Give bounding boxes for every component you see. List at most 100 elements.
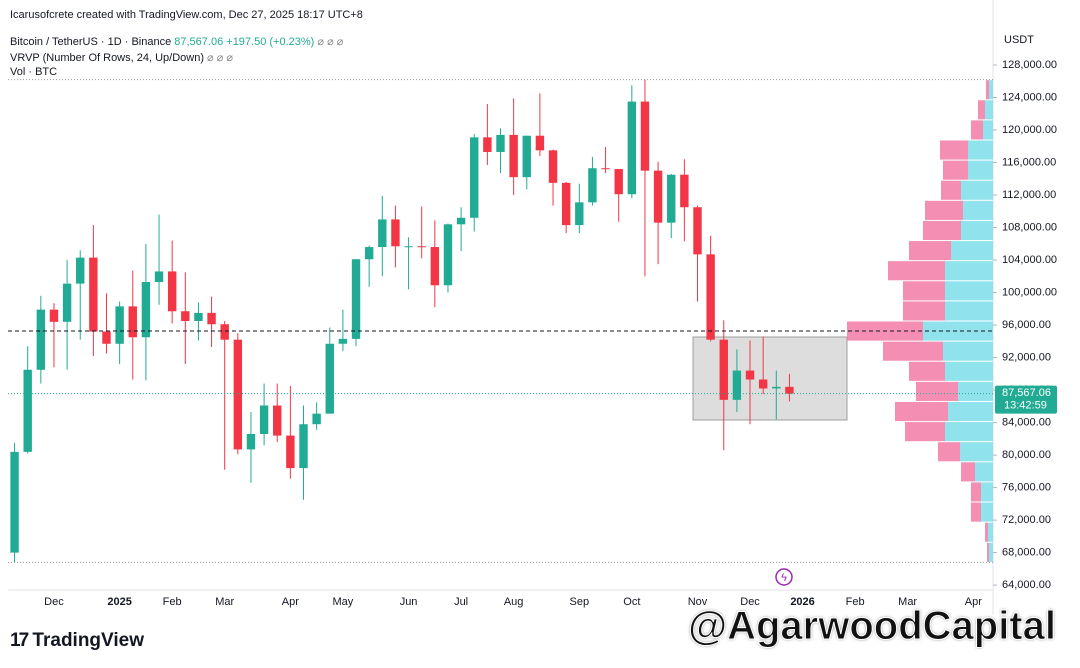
- candle-body: [653, 170, 663, 223]
- candle-body: [548, 150, 558, 183]
- candle-body: [36, 309, 46, 370]
- y-tick-label: 120,000.00: [1002, 124, 1057, 136]
- x-tick-label: Nov: [688, 596, 708, 608]
- vrvp-up: [981, 502, 993, 522]
- candle-body: [640, 101, 650, 171]
- watermark: @AgarwoodCapital: [688, 604, 1057, 649]
- vrvp-up: [945, 422, 993, 442]
- vrvp-down: [883, 341, 943, 361]
- vrvp-down: [903, 281, 945, 301]
- y-tick-label: 112,000.00: [1002, 189, 1056, 201]
- candle-body: [338, 338, 348, 344]
- x-tick-label: Apr: [282, 596, 299, 608]
- candle-body: [378, 219, 387, 248]
- candle-body: [758, 379, 768, 389]
- legend-indicator: VRVP (Number Of Rows, 24, Up/Down) ⌀ ⌀ ⌀: [10, 52, 234, 64]
- x-tick-label: Jun: [400, 596, 418, 608]
- last-price-box: [995, 385, 1057, 414]
- candle-body: [154, 271, 164, 282]
- vrvp-down: [916, 381, 958, 401]
- last-price-label: 87,567.06: [1002, 387, 1051, 399]
- x-tick-label: Apr: [965, 596, 982, 608]
- x-tick-label: Sep: [570, 596, 590, 608]
- y-tick-label: 96,000.00: [1002, 319, 1051, 331]
- vrvp-up: [945, 281, 993, 301]
- candle-body: [62, 283, 72, 322]
- vrvp-up: [951, 241, 993, 261]
- candle-body: [115, 306, 124, 344]
- vrvp-down: [895, 401, 948, 422]
- y-tick-label: 68,000.00: [1002, 547, 1051, 559]
- candle-body: [220, 324, 229, 340]
- vrvp-down: [971, 502, 981, 522]
- y-tick-label: 64,000.00: [1002, 579, 1051, 591]
- vrvp-up: [963, 200, 993, 220]
- candle-body: [483, 137, 492, 152]
- y-tick-label: 108,000.00: [1002, 221, 1057, 233]
- vrvp-up: [985, 100, 993, 120]
- candle-body: [693, 207, 702, 255]
- x-tick-label: Mar: [215, 596, 234, 608]
- vrvp-up: [975, 462, 993, 482]
- event-icon[interactable]: [775, 568, 793, 586]
- vrvp-up: [945, 361, 993, 381]
- symbol: Bitcoin / TetherUS · 1D · Binance: [10, 36, 172, 48]
- candle-body: [233, 339, 243, 450]
- x-tick-label: Feb: [163, 596, 182, 608]
- candle-body: [719, 339, 728, 400]
- chart: ϟ USDT 64,000.00 68,000.00 72,000.00 76,000…: [8, 0, 1057, 615]
- candle-body: [456, 217, 466, 225]
- candle-body: [128, 306, 137, 338]
- x-tick-label: Feb: [846, 596, 865, 608]
- vrvp-down: [971, 482, 981, 502]
- candle-body: [167, 271, 177, 312]
- vrvp-down: [943, 160, 968, 180]
- legend-volume: Vol · BTC: [10, 66, 58, 78]
- x-tick-label: Dec: [44, 596, 64, 608]
- vrvp-up: [948, 401, 993, 422]
- x-tick-label: May: [333, 596, 354, 608]
- vrvp-up: [923, 321, 993, 341]
- credit: Icarusofcrete created with TradingView.c…: [10, 9, 363, 21]
- x-tick-label: Aug: [504, 596, 524, 608]
- vrvp-up: [968, 160, 993, 180]
- vrvp-up: [960, 442, 993, 462]
- event-icon-glyph: ϟ: [781, 572, 787, 584]
- candle-body: [575, 202, 584, 226]
- vrvp-down: [940, 140, 968, 160]
- vrvp-down: [903, 301, 945, 321]
- vrvp-down: [923, 220, 961, 241]
- change: +197.50 (+0.23%): [226, 36, 315, 48]
- y-tick-label: 124,000.00: [1002, 91, 1057, 103]
- vrvp-down: [909, 361, 945, 381]
- candle-body: [588, 168, 597, 203]
- candle-body: [194, 312, 203, 322]
- vrvp-down: [978, 100, 985, 120]
- highlight-box: [692, 336, 848, 421]
- vrvp-down: [925, 200, 963, 220]
- candle-body: [181, 311, 190, 322]
- x-tick-label: Jul: [454, 596, 468, 608]
- candle-body: [772, 386, 781, 389]
- candle-body: [601, 168, 610, 170]
- candle-body: [312, 413, 321, 425]
- y-tick-label: 128,000.00: [1002, 59, 1057, 71]
- candle-body: [351, 259, 361, 339]
- candle-body: [785, 386, 794, 394]
- candle-layer: [10, 79, 794, 563]
- grid-layer: 64,000.00 68,000.00 72,000.00 76,000.00 80,0…: [8, 59, 1057, 608]
- candle-body: [141, 281, 151, 338]
- candle-body: [404, 246, 413, 248]
- candle-body: [614, 169, 623, 195]
- vrvp-down: [961, 462, 975, 482]
- candle-body: [470, 137, 479, 218]
- candle-body: [286, 435, 295, 469]
- brand: 17 TradingView: [10, 630, 144, 651]
- candle-body: [745, 370, 755, 380]
- candle-body: [89, 257, 98, 332]
- countdown: 13:42:59: [1004, 400, 1047, 412]
- candle-body: [561, 182, 571, 226]
- brand-text: TradingView: [32, 630, 144, 651]
